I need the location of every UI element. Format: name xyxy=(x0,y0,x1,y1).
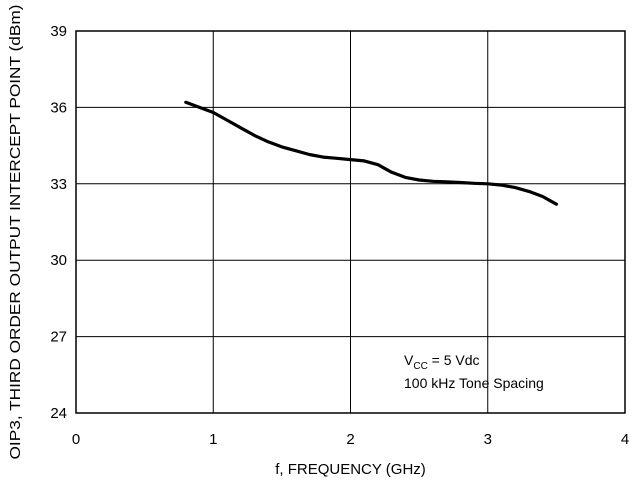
annotation-vcc-rest: = 5 Vdc xyxy=(428,352,480,368)
x-tick-label: 1 xyxy=(209,431,217,448)
y-tick-label: 24 xyxy=(50,405,67,422)
annotation-vcc-main: V xyxy=(404,352,414,368)
oip3-curve xyxy=(184,100,558,206)
annotation-vcc: VCC = 5 Vdc xyxy=(404,352,480,372)
y-tick-label: 30 xyxy=(50,252,67,269)
x-tick-label: 2 xyxy=(346,431,354,448)
x-tick-label: 0 xyxy=(72,431,80,448)
y-axis-label: OIP3, THIRD ORDER OUTPUT INTERCEPT POINT… xyxy=(7,5,24,460)
plot-frame xyxy=(75,30,626,414)
x-tick-labels: 0 1 2 3 4 xyxy=(72,431,629,448)
x-tick-label: 3 xyxy=(484,431,492,448)
annotation-tone-spacing: 100 kHz Tone Spacing xyxy=(404,375,544,391)
x-axis-label: f, FREQUENCY (GHz) xyxy=(275,461,426,478)
y-tick-label: 39 xyxy=(50,23,67,40)
annotation-vcc-subscript: CC xyxy=(413,361,427,372)
y-tick-label: 27 xyxy=(50,329,67,346)
y-tick-label: 33 xyxy=(50,176,67,193)
y-tick-label: 36 xyxy=(50,99,67,116)
grid-lines xyxy=(76,31,625,413)
x-tick-label: 4 xyxy=(621,431,629,448)
y-tick-labels: 24 27 30 33 36 39 xyxy=(50,23,67,422)
